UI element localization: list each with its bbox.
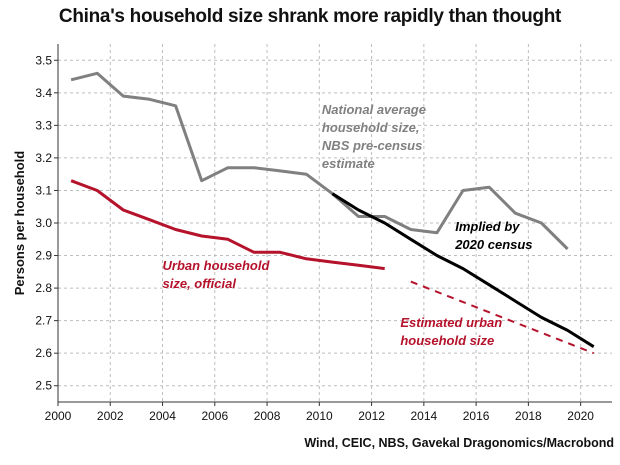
- y-tick-label: 3.5: [35, 53, 52, 67]
- x-tick-label: 2020: [567, 409, 594, 423]
- y-tick-label: 3.4: [35, 86, 52, 100]
- annotation-urban-estimated: Estimated urban: [400, 315, 502, 330]
- series-line-urban-official: [70, 179, 385, 271]
- annotation-national: household size,: [322, 120, 420, 135]
- annotation-urban-official: size, official: [163, 276, 237, 291]
- annotation-urban-estimated: household size: [400, 333, 494, 348]
- x-tick-label: 2006: [201, 409, 228, 423]
- chart-title: China's household size shrank more rapid…: [58, 6, 562, 27]
- x-tick-label: 2002: [97, 409, 124, 423]
- x-tick-label: 2010: [306, 409, 333, 423]
- y-tick-label: 2.5: [35, 379, 52, 393]
- series-line-urban-estimated: [410, 280, 595, 355]
- annotation-census: Implied by: [455, 219, 520, 234]
- annotation-national: estimate: [322, 156, 375, 171]
- y-tick-label: 2.7: [35, 314, 52, 328]
- y-tick-label: 2.6: [35, 346, 52, 360]
- x-tick-label: 2018: [515, 409, 542, 423]
- y-axis-label: Persons per household: [12, 151, 27, 296]
- x-tick-label: 2008: [254, 409, 281, 423]
- x-tick-label: 2004: [149, 409, 176, 423]
- y-tick-label: 2.8: [35, 281, 52, 295]
- annotation-census: 2020 census: [454, 237, 532, 252]
- annotation-urban-official: Urban household: [163, 258, 271, 273]
- y-tick-label: 3.0: [35, 216, 52, 230]
- annotation-national: NBS pre-census: [322, 138, 422, 153]
- source-note: Wind, CEIC, NBS, Gavekal Dragonomics/Mac…: [304, 436, 614, 450]
- series-line-national: [70, 71, 569, 251]
- x-tick-label: 2016: [463, 409, 490, 423]
- y-tick-label: 3.2: [35, 151, 52, 165]
- x-tick-label: 2000: [45, 409, 72, 423]
- series-line-census-implied: [331, 192, 595, 348]
- annotation-national: National average: [322, 102, 426, 117]
- y-tick-label: 3.3: [35, 118, 52, 132]
- y-tick-label: 3.1: [35, 183, 52, 197]
- x-tick-label: 2012: [358, 409, 385, 423]
- x-tick-label: 2014: [410, 409, 437, 423]
- y-tick-label: 2.9: [35, 249, 52, 263]
